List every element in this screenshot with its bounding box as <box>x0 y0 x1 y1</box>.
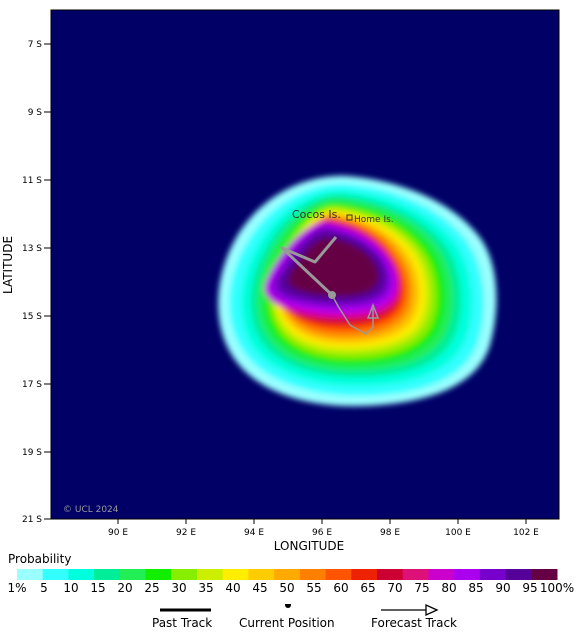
legend-label: 25 <box>144 581 159 595</box>
legend-swatch <box>248 569 275 580</box>
legend-label: 1% <box>7 581 26 595</box>
current-position-marker <box>328 291 336 299</box>
lon-tick-label: 92 E <box>176 528 196 538</box>
legend-label: 60 <box>333 581 348 595</box>
legend-swatch <box>351 569 378 580</box>
legend-label: 70 <box>387 581 402 595</box>
legend-label: 80 <box>441 581 456 595</box>
lat-tick-label: 13 S <box>22 244 42 254</box>
legend-label: 40 <box>225 581 240 595</box>
home-island-label: Home Is. <box>354 215 394 225</box>
legend-label: 10 <box>63 581 78 595</box>
legend-swatch <box>68 569 95 580</box>
legend-swatch <box>454 569 481 580</box>
legend-title: Probability <box>8 552 72 566</box>
lat-tick-label: 11 S <box>22 176 42 186</box>
legend-swatch <box>428 569 455 580</box>
lon-tick-label: 100 E <box>445 528 471 538</box>
lat-tick-label: 9 S <box>28 108 43 118</box>
lat-tick-label: 21 S <box>22 515 42 525</box>
past-track-label: Past Track <box>152 616 213 630</box>
swath-band-100 <box>288 237 379 296</box>
legend-swatch <box>377 569 404 580</box>
forecast-track-arrowhead <box>425 604 439 616</box>
legend-swatch <box>94 569 121 580</box>
legend-label: 85 <box>468 581 483 595</box>
y-axis-title: LATITUDE <box>1 236 15 294</box>
probability-legend: 1% 5 10 15 20 25 30 35 40 45 50 55 60 65 70 75 80 85 90 95 1… <box>7 569 574 595</box>
map-frame <box>50 9 560 520</box>
legend-label: 45 <box>252 581 267 595</box>
lon-tick-label: 102 E <box>513 528 539 538</box>
legend-swatch <box>479 569 507 580</box>
legend-label: 5 <box>40 581 48 595</box>
legend-swatch <box>402 569 429 580</box>
past-track <box>280 236 338 297</box>
legend-label: 65 <box>360 581 375 595</box>
probability-map: Cocos Is. Home Is. © UCL 2024 7 S 9 S 11… <box>1 9 560 550</box>
home-island-marker <box>346 214 353 221</box>
legend-label: 95 <box>522 581 537 595</box>
current-position-label: Current Position <box>239 616 335 630</box>
legend-label: 50 <box>279 581 294 595</box>
legend-label: 75 <box>414 581 429 595</box>
legend-swatch <box>119 569 147 580</box>
probability-swath <box>218 175 497 407</box>
legend-swatch <box>42 569 69 580</box>
legend-swatch <box>505 569 532 580</box>
lat-tick-label: 17 S <box>22 380 42 390</box>
legend-swatch <box>222 569 249 580</box>
latitude-axis: 7 S 9 S 11 S 13 S 15 S 17 S 19 S 21 S <box>22 40 51 525</box>
legend-label: 90 <box>495 581 510 595</box>
legend-swatch <box>171 569 198 580</box>
lon-tick-label: 96 E <box>312 528 332 538</box>
legend-swatch <box>299 569 327 580</box>
current-position-symbol <box>285 604 291 608</box>
lon-tick-label: 94 E <box>244 528 264 538</box>
lon-tick-label: 98 E <box>380 528 400 538</box>
legend-swatch <box>145 569 172 580</box>
lon-tick-label: 90 E <box>108 528 128 538</box>
track-key: Past Track Current Position Forecast Tra… <box>0 604 580 639</box>
longitude-axis: 90 E 92 E 94 E 96 E 98 E 100 E 102 E <box>108 519 539 538</box>
legend-swatch <box>531 569 558 580</box>
cocos-islands-label: Cocos Is. <box>292 208 341 221</box>
copyright-label: © UCL 2024 <box>63 505 119 515</box>
legend-label: 30 <box>171 581 186 595</box>
legend-label: 15 <box>90 581 105 595</box>
legend-label: 35 <box>198 581 213 595</box>
legend-swatch <box>274 569 301 580</box>
legend-label: 20 <box>117 581 132 595</box>
lat-tick-label: 15 S <box>22 312 42 322</box>
forecast-track <box>331 294 374 335</box>
legend-swatch <box>325 569 352 580</box>
legend-label: 100% <box>540 581 574 595</box>
forecast-arrow-head <box>366 302 380 319</box>
lat-tick-label: 19 S <box>22 448 42 458</box>
legend-swatch <box>197 569 224 580</box>
forecast-track-label: Forecast Track <box>371 616 457 630</box>
legend-label: 55 <box>306 581 321 595</box>
lat-tick-label: 7 S <box>28 40 43 50</box>
legend-swatch <box>17 569 44 580</box>
x-axis-title: LONGITUDE <box>274 539 344 550</box>
